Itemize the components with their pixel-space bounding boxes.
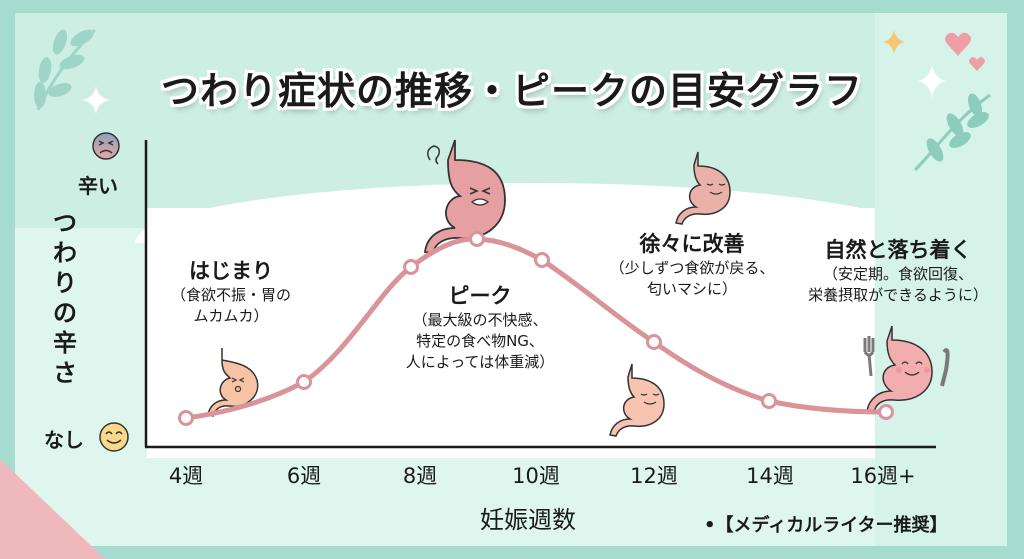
annotation-peak: ピーク （最大級の不快感、 特定の食べ物NG、 人によっては体重減） — [406, 282, 555, 373]
x-tick-10w: 10週 — [512, 464, 560, 488]
data-point — [646, 334, 662, 350]
knife-icon — [940, 348, 950, 387]
y-axis-top-label: 辛い — [78, 174, 118, 198]
x-tick-14w: 14週 — [746, 464, 794, 488]
stomach-distressed-icon — [423, 139, 506, 254]
x-tick-4w: 4週 — [168, 464, 204, 488]
pink-corner-shape — [0, 459, 105, 559]
x-tick-8w: 8週 — [402, 464, 438, 488]
annotation-line: （少しずつ食欲が戻る、 — [609, 259, 775, 277]
annotation-heading: 自然と落ち着く — [824, 238, 972, 262]
sparkle-icon — [82, 86, 110, 114]
x-tick-6w: 6週 — [286, 464, 322, 488]
stomach-calm-icon — [675, 151, 731, 225]
annotation-line: 特定の食べ物NG、 — [416, 332, 544, 350]
data-points — [178, 231, 894, 426]
x-tick-16w: 16週+ — [850, 464, 916, 488]
leaf-icon — [913, 93, 991, 172]
annotation-line: ムカムカ） — [193, 307, 269, 325]
data-point — [469, 231, 485, 247]
smile-face-icon — [99, 422, 129, 452]
right-panel-tint — [875, 13, 1007, 546]
credit-label: •【メディカルライター推奨】 — [704, 515, 948, 536]
data-point — [178, 410, 194, 426]
sparkle-icon — [883, 30, 905, 54]
annotation-line: 匂いマシに） — [646, 280, 738, 298]
sparkle-icon — [918, 64, 946, 98]
fork-icon — [863, 336, 875, 377]
data-point — [761, 393, 777, 409]
annotation-heading: 徐々に改善 — [639, 232, 745, 256]
annotation-improving: 徐々に改善 （少しずつ食欲が戻る、 匂いマシに） — [610, 230, 775, 300]
stomach-happy-icon — [866, 325, 933, 413]
annotation-settled: 自然と落ち着く （安定期。食欲回復、 栄養摂取ができるように） — [808, 236, 988, 306]
x-axis-label: 妊娠週数 — [480, 506, 576, 534]
annotation-line: （最大級の不快感、 — [412, 311, 548, 329]
heart-icon — [945, 32, 971, 56]
y-axis-label: つわりの辛さ — [53, 209, 77, 387]
annotation-heading: はじまり — [188, 259, 273, 283]
annotation-line: 人によっては体重減） — [405, 353, 555, 371]
annotation-heading: ピーク — [448, 284, 512, 308]
data-point — [403, 259, 419, 275]
stomach-calm-icon — [609, 363, 665, 437]
y-axis-bottom-label: なし — [44, 428, 84, 452]
data-point — [534, 252, 550, 268]
chart-title: つわり症状の推移・ピークの目安グラフ — [160, 69, 863, 113]
leaf-icon — [34, 28, 97, 111]
annotation-line: （食欲不振・胃の — [170, 286, 292, 304]
annotation-start: はじまり （食欲不振・胃の ムカムカ） — [171, 257, 291, 327]
annotation-line: 栄養摂取ができるように） — [808, 286, 988, 304]
data-point — [296, 374, 312, 390]
x-tick-12w: 12週 — [630, 464, 678, 488]
data-point — [878, 404, 894, 420]
heart-icon — [969, 57, 985, 71]
sad-face-icon — [92, 132, 120, 160]
annotation-line: （安定期。食欲回復、 — [822, 265, 974, 283]
